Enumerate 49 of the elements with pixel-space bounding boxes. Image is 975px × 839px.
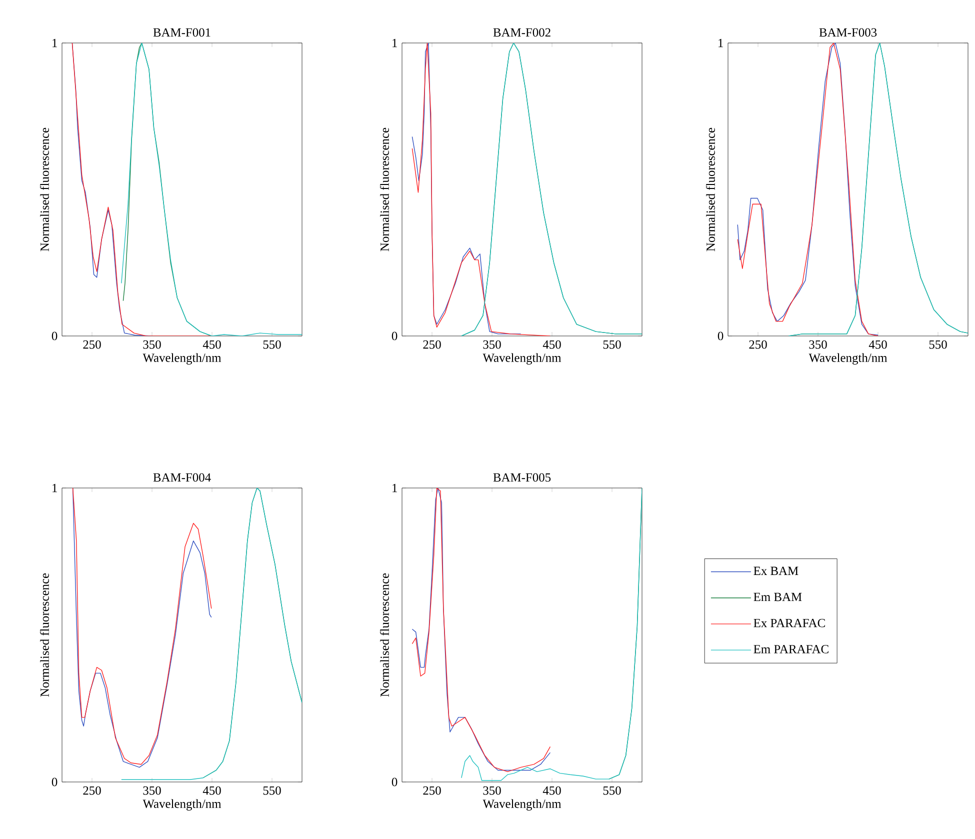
y-tick-label: 0 [52,332,58,340]
legend-label: Em BAM [754,592,802,602]
y-axis-title: Normalised fluorescence [706,128,715,252]
chart-title: BAM-F002 [493,28,550,37]
x-axis-title: Wavelength/nm [808,353,888,365]
x-tick-label: 550 [263,340,281,349]
y-tick-label: 0 [718,332,724,340]
chart-title: BAM-F005 [493,473,551,482]
y-tick-label: 0 [392,332,398,340]
chart-title: BAM-F001 [153,28,210,37]
y-axis-title: Normalised fluorescence [380,128,389,252]
y-axis-title: Normalised fluorescence [380,573,389,697]
legend-label: Em PARAFAC [754,644,828,654]
x-tick-label: 250 [423,340,441,349]
y-axis-title: Normalised fluorescence [40,573,49,697]
x-tick-label: 550 [603,340,621,349]
x-tick-label: 250 [423,786,441,795]
x-tick-label: 250 [749,340,767,349]
x-tick-label: 550 [263,786,281,795]
x-axis-title: Wavelength/nm [482,799,562,811]
chart-title: BAM-F004 [153,473,211,482]
x-tick-label: 550 [603,786,621,795]
x-tick-label: 250 [83,786,101,795]
x-axis-title: Wavelength/nm [482,353,562,365]
x-tick-label: 350 [143,786,161,795]
x-axis-title: Wavelength/nm [142,799,222,811]
x-tick-label: 350 [143,340,161,349]
x-tick-label: 550 [929,340,947,349]
y-tick-label: 1 [718,38,723,48]
x-tick-label: 350 [483,786,501,795]
x-tick-label: 450 [202,340,221,349]
x-tick-label: 350 [483,340,501,349]
legend-label: Ex BAM [754,566,798,575]
x-tick-label: 450 [542,786,561,795]
y-axis-title: Normalised fluorescence [40,128,49,252]
y-tick-label: 1 [52,484,57,492]
y-tick-label: 0 [52,778,58,786]
x-tick-label: 450 [542,340,561,349]
x-tick-label: 250 [83,340,101,349]
x-tick-label: 450 [202,786,221,795]
y-tick-label: 0 [392,778,398,786]
legend-label: Ex PARAFAC [754,618,825,628]
y-tick-label: 1 [392,484,397,492]
x-axis-title: Wavelength/nm [142,353,222,365]
x-tick-label: 450 [868,340,887,349]
y-tick-label: 1 [52,38,57,48]
chart-title: BAM-F003 [819,28,877,37]
y-tick-label: 1 [392,38,397,48]
x-tick-label: 350 [809,340,827,349]
